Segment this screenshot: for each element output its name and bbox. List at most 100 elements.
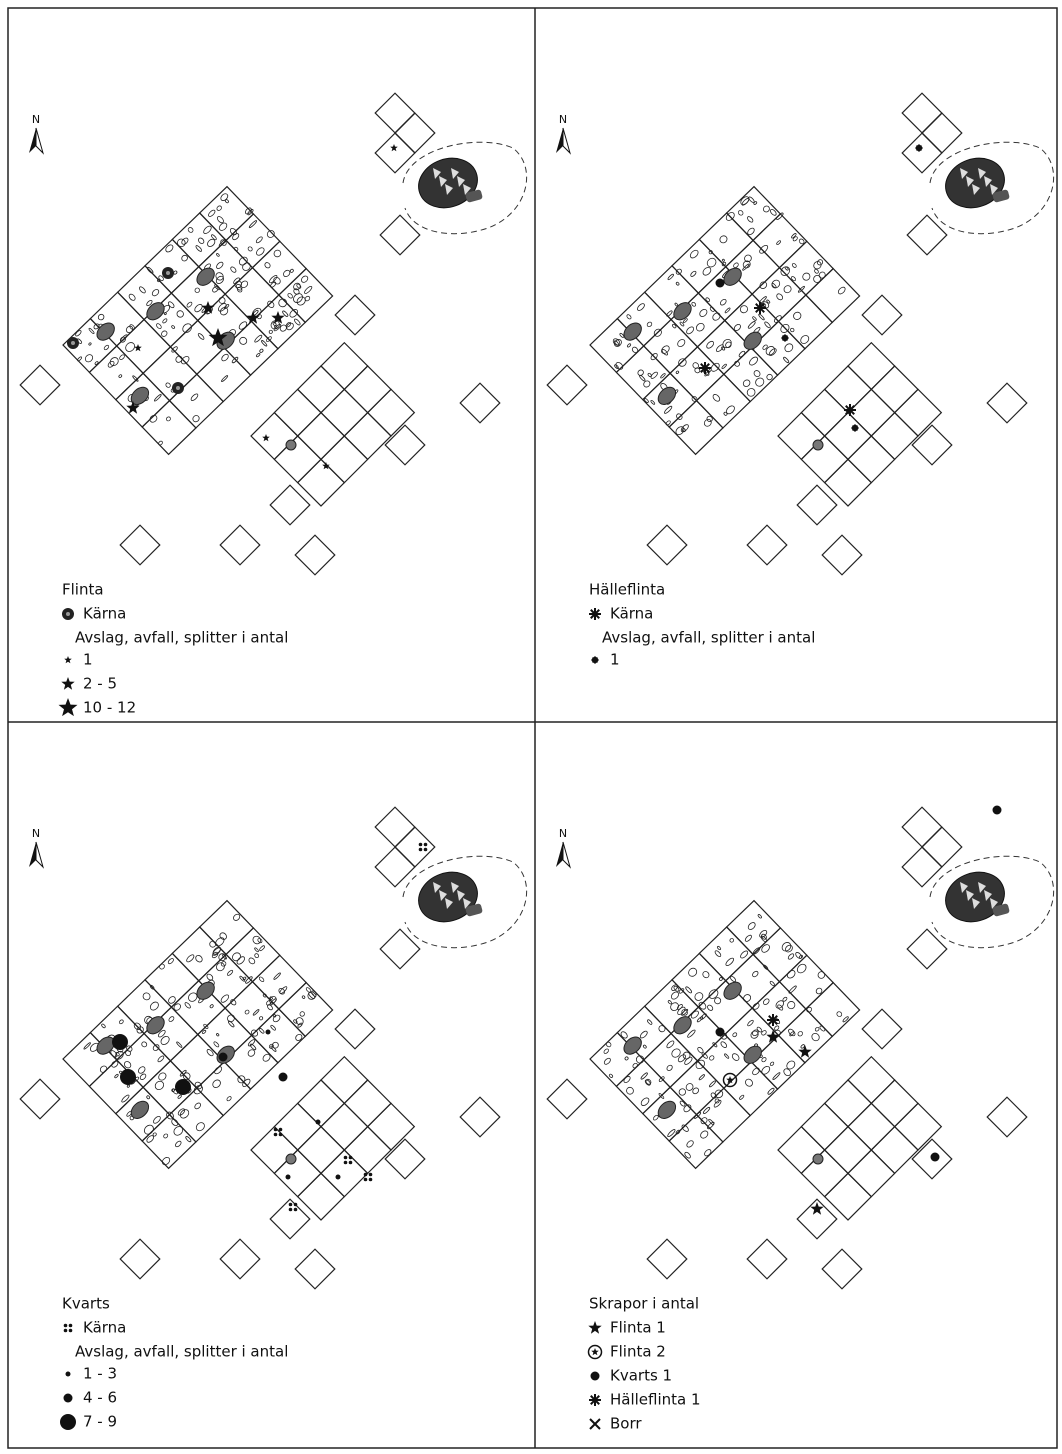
grid-cell — [778, 413, 825, 460]
stone — [747, 921, 757, 931]
legend-label: 1 - 3 — [83, 1365, 117, 1383]
stone — [266, 229, 276, 239]
symbol — [61, 677, 74, 690]
symbol — [591, 1348, 599, 1355]
stone — [676, 338, 686, 348]
stone — [159, 963, 166, 970]
north-arrow — [29, 842, 36, 867]
grid-cell — [368, 389, 415, 436]
grid-cell — [699, 927, 753, 981]
stone — [709, 1080, 717, 1087]
north-arrow — [556, 842, 563, 867]
stone — [773, 314, 782, 323]
symbol — [591, 1372, 600, 1381]
stone — [701, 1052, 708, 1059]
stone — [194, 287, 200, 293]
symbol — [219, 1053, 228, 1062]
stone — [181, 322, 193, 334]
stone — [268, 330, 273, 335]
stone — [645, 1078, 652, 1085]
grid-cell — [825, 1173, 872, 1220]
symbol — [289, 1203, 293, 1207]
test-pit — [385, 1139, 425, 1179]
stone — [783, 342, 794, 353]
excavation-grid — [778, 343, 941, 506]
test-pit — [395, 113, 435, 153]
stone — [757, 914, 762, 919]
stone — [632, 1062, 638, 1068]
symbol — [64, 1394, 73, 1403]
grid-cell — [321, 389, 368, 436]
grid-cell — [298, 1173, 345, 1220]
stone — [211, 1078, 222, 1089]
excavation-grid — [63, 185, 335, 455]
test-pit — [295, 1249, 335, 1289]
legend-label: 7 - 9 — [83, 1413, 117, 1431]
grid-cell — [801, 1103, 848, 1150]
legend-label: 10 - 12 — [83, 699, 136, 717]
grid-cell — [274, 436, 321, 483]
stone-large — [670, 299, 694, 323]
stone — [171, 325, 175, 329]
stone — [627, 343, 631, 347]
grid-cell — [224, 1035, 278, 1089]
symbol — [66, 612, 70, 616]
stone — [190, 393, 199, 402]
stone — [209, 1004, 213, 1008]
stone — [259, 1028, 265, 1034]
legend-label: Kvarts 1 — [610, 1367, 672, 1385]
stone — [256, 353, 261, 358]
stone — [244, 1009, 250, 1015]
grid-cell — [697, 1088, 751, 1142]
north-label: N — [32, 113, 40, 126]
stone — [167, 301, 175, 309]
stone — [230, 999, 237, 1006]
stone — [99, 1065, 108, 1074]
stone — [682, 1103, 692, 1113]
stone — [787, 953, 794, 960]
stone — [776, 240, 781, 245]
grid-cell — [344, 1127, 391, 1174]
grid-cell — [779, 955, 833, 1009]
north-arrow — [36, 842, 43, 867]
stone — [670, 991, 680, 1001]
symbol — [322, 462, 330, 469]
stone — [693, 991, 704, 1002]
stone — [299, 1011, 305, 1017]
stone-large — [813, 1154, 823, 1164]
test-pit — [902, 847, 942, 887]
stone — [675, 268, 682, 275]
test-pit — [862, 1009, 902, 1049]
stone — [817, 970, 826, 979]
stone — [263, 993, 267, 997]
stone — [701, 266, 712, 277]
legend-subtitle: Avslag, avfall, splitter i antal — [75, 629, 288, 647]
stone — [706, 1004, 713, 1011]
stone — [764, 321, 771, 329]
stone — [722, 259, 725, 262]
grid-cell — [344, 366, 391, 413]
stone — [729, 938, 734, 943]
symbol — [369, 1173, 373, 1177]
symbol — [59, 698, 78, 716]
stone — [216, 1033, 219, 1036]
symbol — [294, 1208, 298, 1212]
stone — [142, 991, 152, 1001]
stone — [277, 297, 288, 308]
stone — [766, 300, 770, 304]
stone — [810, 1032, 820, 1042]
stone — [259, 945, 265, 951]
grid-cell — [825, 1127, 872, 1174]
north-arrow — [29, 128, 36, 153]
stone — [753, 201, 757, 205]
stone — [754, 376, 766, 388]
stone — [215, 261, 224, 270]
grid-cell — [848, 1150, 895, 1197]
stone — [815, 1027, 820, 1032]
symbol — [286, 1175, 291, 1180]
stone — [295, 1016, 305, 1026]
map-panel: NKvartsKärnaAvslag, avfall, splitter i a… — [20, 807, 526, 1430]
stone — [762, 205, 770, 213]
stone — [163, 1133, 169, 1139]
north-arrow — [556, 128, 563, 153]
